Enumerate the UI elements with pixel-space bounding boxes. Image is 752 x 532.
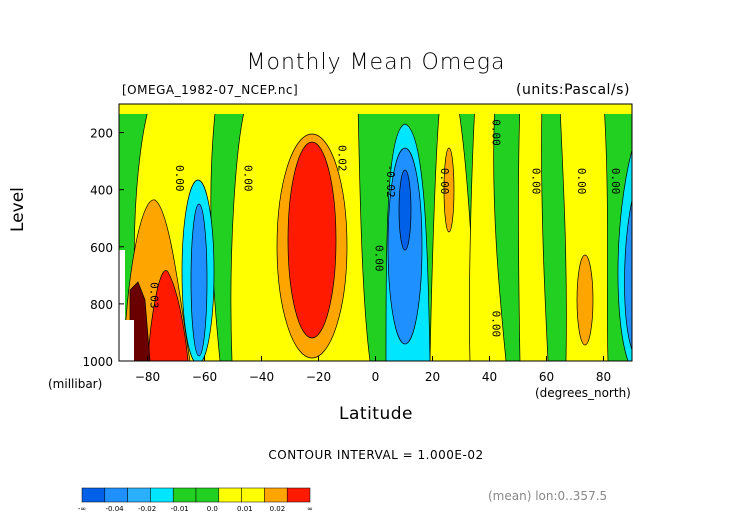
x-tick-label-4: 0 [372,370,380,384]
contour-label-11: 0.03 [147,282,160,309]
x-tick-label-3: −20 [306,370,331,384]
contour-label-6: 0.00 [489,119,502,146]
x-tick-label-1: −60 [192,370,217,384]
contour-label-4: 0.00 [373,245,386,272]
x-tick-label-5: 20 [425,370,440,384]
red-cell [287,141,337,339]
orange-nh [443,147,455,233]
file-label: [OMEGA_1982-07_NCEP.nc] [122,83,299,97]
colorbar-label-1: -0.04 [106,505,125,513]
contour-label-7: 0.00 [529,168,542,195]
y-axis-label: Level [8,187,28,232]
y-tick-label-3: 400 [90,184,113,198]
y-tick-label-2: 600 [90,241,113,255]
contour-label-0: 0.00 [173,165,186,192]
contour-label-2: 0.02 [335,145,348,172]
contour-label-5: 0.00 [438,168,451,195]
top-band [119,104,632,114]
blue-sh [190,203,208,357]
x-tick-label-8: 80 [596,370,611,384]
band-nh3 [518,104,549,361]
x-tick-label-0: −80 [135,370,160,384]
x-tick-label-2: −40 [249,370,274,384]
y-axis-unit: (millibar) [48,377,103,391]
y-tick-label-0: 1000 [82,355,113,369]
colorbar-bin-5 [195,487,220,503]
colorbar-label-7: ∞ [307,505,313,513]
colorbar-label-3: -0.01 [171,505,189,513]
colorbar-bin-8 [264,487,288,503]
colorbar-bin-3 [150,487,174,503]
dark-red-sh [129,281,151,361]
chart-title: Monthly Mean Omega [246,50,506,75]
contour-label-10: 0.00 [489,311,502,338]
contour-interval-label: CONTOUR INTERVAL = 1.000E-02 [268,448,484,462]
orange-nh2 [576,254,594,346]
x-axis-unit: (degrees_north) [535,386,631,400]
x-tick-label-7: 60 [539,370,554,384]
colorbar: -∞ -0.04 -0.02 -0.01 0.0 0.01 0.02 ∞ [78,487,313,513]
colorbar-bin-2 [127,487,151,503]
x-axis-label: Latitude [339,404,413,424]
plot-area: 0.00 0.00 0.02 -0.02 0.00 0.00 0.00 0.00 0.00 0.0… [119,104,632,361]
colorbar-bin-4 [172,487,197,503]
red-sh [147,270,189,361]
contour-label-9: 0.00 [609,168,622,195]
colorbar-bin-6 [218,487,242,503]
dark-blue-trop [398,169,412,251]
colorbar-label-4: 0.0 [207,505,218,513]
colorbar-label-0: -∞ [78,505,86,513]
y-tick-label-4: 200 [90,127,113,141]
axes: −80 −60 −40 −20 0 20 40 60 80 1000 800 600 400 200 [82,127,611,384]
contour-label-1: 0.00 [241,165,254,192]
colorbar-bin-9 [286,487,311,503]
units-label: (units:Pascal/s) [516,82,630,98]
colorbar-bin-0 [81,487,106,503]
colorbar-bin-1 [104,487,128,503]
contour-label-8: 0.00 [575,168,588,195]
contour-label-3: -0.02 [384,165,397,198]
y-tick-label-1: 800 [90,298,113,312]
x-tick-label-6: 40 [482,370,497,384]
colorbar-bin-7 [241,487,265,503]
mask-region [119,250,134,361]
mean-lon-note: (mean) lon:0..357.5 [488,489,608,503]
blue-np [624,199,632,351]
colorbar-label-2: -0.02 [138,505,156,513]
band-nh4 [559,104,609,361]
band-nh2 [469,104,507,361]
colorbar-label-5: 0.01 [237,505,253,513]
colorbar-label-6: 0.02 [270,505,286,513]
